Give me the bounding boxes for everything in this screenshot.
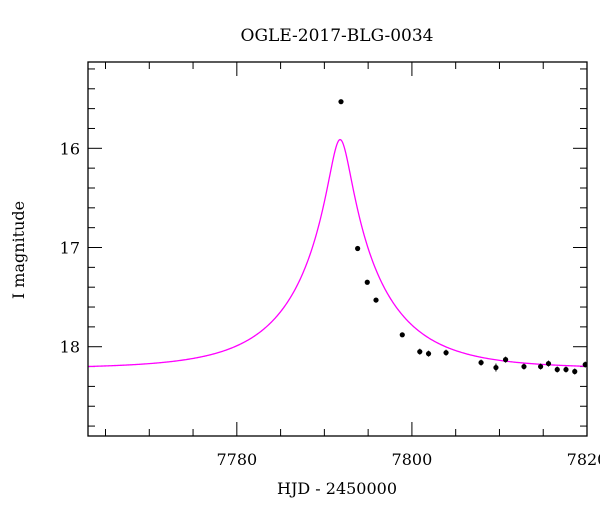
data-point [373,297,379,303]
data-point [521,363,527,370]
data-point [493,363,499,372]
point-marker [538,363,544,370]
y-axis-label: I magnitude [9,201,28,299]
data-point [478,359,484,366]
data-point [425,350,432,357]
point-marker [582,361,587,368]
y-tick-label: 18 [60,338,80,357]
chart-title: OGLE-2017-BLG-0034 [241,26,434,46]
data-point [502,356,509,363]
data-point [338,99,344,105]
point-marker [399,332,405,338]
plot-area [87,61,588,437]
tick-labels: 7780 7800 7820 16 17 18 [60,139,600,469]
point-marker [554,366,560,373]
point-marker [338,99,344,105]
x-tick-label: 7780 [216,450,257,469]
x-tick-label: 7800 [392,450,433,469]
data-point [554,366,560,373]
data-point [364,279,370,285]
point-marker [572,368,578,375]
data-point [399,332,405,338]
axis-ticks [88,62,588,436]
data-point [443,349,449,356]
data-point [538,363,544,370]
point-marker [478,359,484,366]
point-marker [425,351,432,357]
plot-frame [87,61,588,437]
point-marker [545,360,552,367]
data-point [355,245,361,252]
point-marker [521,363,527,370]
point-marker [355,245,361,252]
data-point [563,366,569,373]
point-marker [502,357,509,363]
data-point [582,361,587,368]
point-marker [493,364,499,371]
data-points [338,99,587,375]
model-curve [88,138,587,368]
data-point [545,360,552,367]
data-point [572,368,578,375]
y-tick-label: 16 [60,139,80,158]
point-marker [443,350,449,356]
point-marker [364,279,370,285]
x-tick-label: 7820 [567,450,600,469]
point-marker [373,297,379,303]
point-marker [417,349,423,355]
y-tick-label: 17 [60,239,80,258]
x-axis-label: HJD - 2450000 [277,479,397,498]
point-marker [563,366,569,373]
data-point [417,348,423,355]
